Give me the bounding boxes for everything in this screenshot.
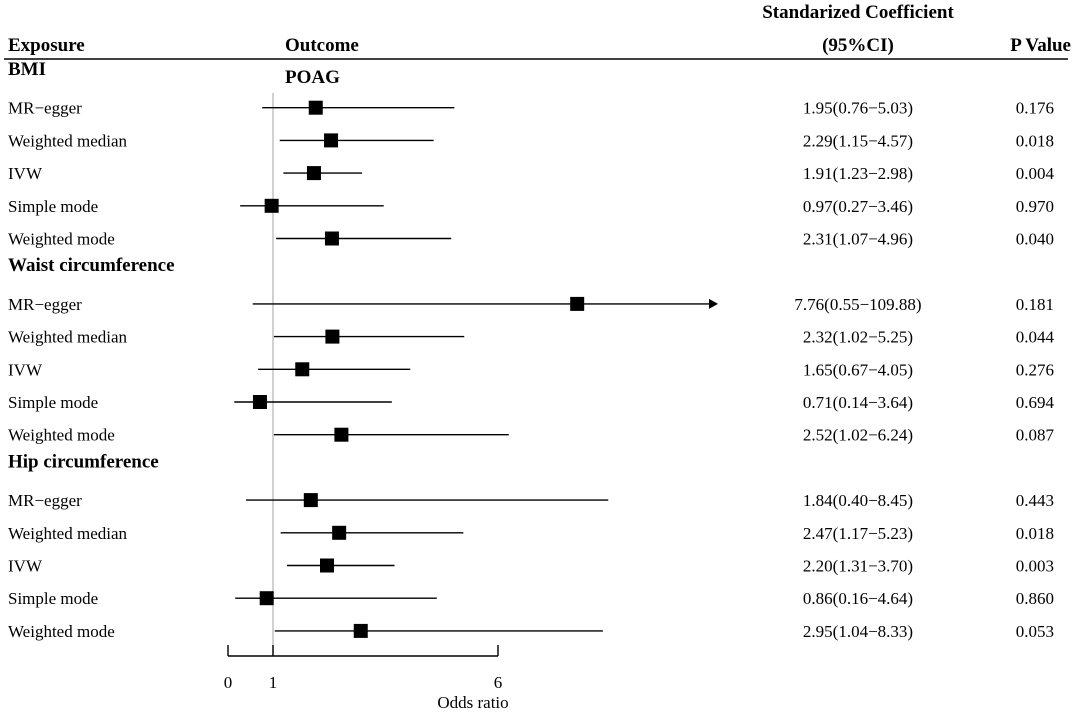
method-label: Simple mode [8, 589, 98, 608]
point-estimate-square [334, 427, 349, 442]
method-label: Weighted mode [8, 230, 115, 249]
method-label: IVW [8, 557, 43, 576]
point-estimate-square [332, 525, 347, 540]
coefficient-ci-value: 1.91(1.23−2.98) [803, 164, 913, 183]
method-label: MR−egger [8, 99, 82, 118]
outcome-value-poag: POAG [285, 67, 340, 88]
method-label: Weighted mode [8, 426, 115, 445]
forest-row: Simple mode 0.97(0.27−3.46) 0.970 [8, 197, 1054, 216]
method-label: Weighted median [8, 131, 128, 150]
point-estimate-square [264, 198, 279, 213]
coefficient-ci-value: 2.47(1.17−5.23) [803, 524, 913, 543]
point-estimate-square [353, 623, 368, 638]
point-estimate-square [252, 395, 267, 409]
method-label: Simple mode [8, 393, 98, 412]
forest-row: IVW 1.65(0.67−4.05) 0.276 [8, 360, 1054, 379]
header-exposure: Exposure [8, 35, 85, 56]
header-pvalue: P Value [1010, 35, 1071, 56]
forest-row: Weighted median 2.29(1.15−4.57) 0.018 [8, 131, 1054, 150]
coefficient-ci-value: 2.95(1.04−8.33) [803, 622, 913, 641]
x-axis-ticks: 0 1 6 [224, 645, 503, 692]
forest-row: MR−egger 7.76(0.55−109.88) 0.181 [8, 295, 1054, 314]
method-label: MR−egger [8, 295, 82, 314]
coefficient-ci-value: 7.76(0.55−109.88) [794, 295, 921, 314]
coefficient-ci-value: 1.84(0.40−8.45) [803, 491, 913, 510]
method-label: Weighted median [8, 328, 128, 347]
p-value: 0.276 [1016, 360, 1054, 379]
p-value: 0.003 [1016, 557, 1054, 576]
point-estimate-square [306, 166, 321, 181]
point-estimate-square [259, 591, 274, 606]
forest-row: Weighted median 2.32(1.02−5.25) 0.044 [8, 328, 1055, 347]
point-estimate-square [303, 493, 318, 508]
forest-row: Weighted median 2.47(1.17−5.23) 0.018 [8, 524, 1054, 543]
p-value: 0.181 [1016, 295, 1054, 314]
coefficient-ci-value: 2.32(1.02−5.25) [803, 328, 913, 347]
forest-row: IVW 1.91(1.23−2.98) 0.004 [8, 164, 1055, 183]
forest-row: Weighted mode 2.52(1.02−6.24) 0.087 [8, 426, 1055, 445]
p-value: 0.443 [1016, 491, 1054, 510]
x-axis-tick-label: 1 [269, 673, 278, 692]
point-estimate-square [308, 100, 323, 115]
forest-row: MR−egger 1.84(0.40−8.45) 0.443 [8, 491, 1054, 510]
group-bmi: BMI MR−egger 1.95(0.76−5.03) 0.176 Weighted … [8, 59, 1055, 249]
p-value: 0.040 [1016, 230, 1054, 249]
group-waist-circumference: Waist circumference MR−egger 7.76(0.55−109… [8, 255, 1055, 445]
method-label: IVW [8, 164, 43, 183]
p-value: 0.018 [1016, 524, 1054, 543]
method-label: MR−egger [8, 491, 82, 510]
p-value: 0.018 [1016, 131, 1054, 150]
group-hip-circumference: Hip circumference MR−egger 1.84(0.40−8.45)… [8, 451, 1054, 641]
group-label: Waist circumference [8, 255, 175, 276]
point-estimate-square [320, 558, 334, 573]
coefficient-ci-value: 2.29(1.15−4.57) [803, 131, 913, 150]
forest-row: MR−egger 1.95(0.76−5.03) 0.176 [8, 99, 1054, 118]
p-value: 0.087 [1016, 426, 1055, 445]
p-value: 0.860 [1016, 589, 1054, 608]
rows-layer: BMI MR−egger 1.95(0.76−5.03) 0.176 Weighted … [8, 59, 1055, 641]
coefficient-ci-value: 1.95(0.76−5.03) [803, 99, 913, 118]
coefficient-ci-value: 0.86(0.16−4.64) [803, 589, 913, 608]
coefficient-ci-value: 1.65(0.67−4.05) [803, 360, 913, 379]
header-coefficient-line1: Standarized Coefficient [762, 2, 954, 23]
p-value: 0.970 [1016, 197, 1054, 216]
group-label: BMI [8, 59, 46, 80]
method-label: IVW [8, 360, 43, 379]
forest-row: Simple mode 0.86(0.16−4.64) 0.860 [8, 589, 1054, 608]
p-value: 0.044 [1016, 328, 1055, 347]
coefficient-ci-value: 0.71(0.14−3.64) [803, 393, 913, 412]
coefficient-ci-value: 2.52(1.02−6.24) [803, 426, 913, 445]
point-estimate-square [325, 329, 340, 344]
method-label: Weighted median [8, 524, 128, 543]
method-label: Simple mode [8, 197, 98, 216]
x-axis: 0 1 6 Odds ratio [224, 645, 509, 712]
header-coefficient-line2: (95%CI) [822, 35, 894, 56]
x-axis-tick-label: 0 [224, 673, 233, 692]
p-value: 0.176 [1016, 99, 1054, 118]
p-value: 0.053 [1016, 622, 1054, 641]
x-axis-tick-label: 6 [494, 673, 503, 692]
header-outcome: Outcome [285, 35, 359, 56]
p-value: 0.004 [1016, 164, 1055, 183]
x-axis-label: Odds ratio [437, 693, 508, 712]
point-estimate-square [324, 231, 339, 246]
forest-row: Weighted mode 2.95(1.04−8.33) 0.053 [8, 622, 1054, 641]
coefficient-ci-value: 2.20(1.31−3.70) [803, 557, 913, 576]
point-estimate-square [295, 362, 310, 377]
coefficient-ci-value: 2.31(1.07−4.96) [803, 230, 913, 249]
point-estimate-square [324, 133, 339, 148]
forest-row: Weighted mode 2.31(1.07−4.96) 0.040 [8, 230, 1054, 249]
forest-row: Simple mode 0.71(0.14−3.64) 0.694 [8, 393, 1055, 412]
ci-truncation-arrow [709, 298, 718, 309]
point-estimate-square [570, 296, 585, 311]
method-label: Weighted mode [8, 622, 115, 641]
p-value: 0.694 [1016, 393, 1055, 412]
group-label: Hip circumference [8, 451, 159, 472]
coefficient-ci-value: 0.97(0.27−3.46) [803, 197, 913, 216]
forest-row: IVW 2.20(1.31−3.70) 0.003 [8, 557, 1054, 576]
